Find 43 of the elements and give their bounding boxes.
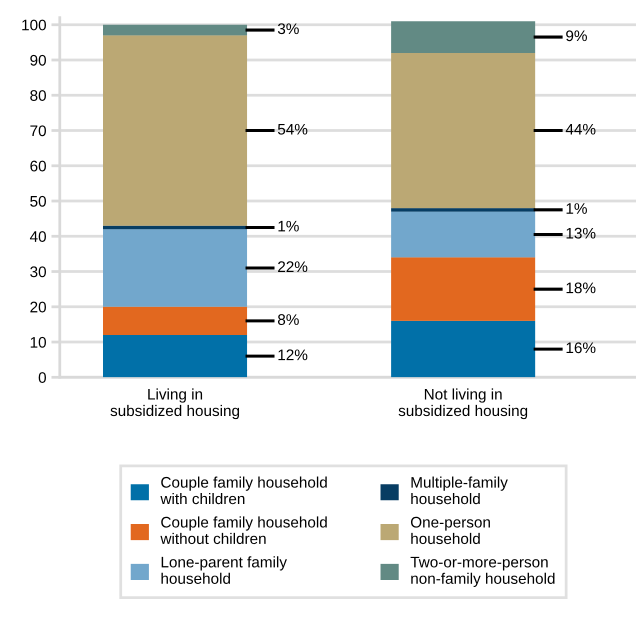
data-label: 16% — [566, 342, 596, 354]
y-tick-label: 80 — [30, 90, 46, 101]
y-tick-label: 100 — [22, 20, 46, 30]
data-label: 44% — [566, 124, 596, 135]
bar — [391, 52, 536, 208]
data-label: 1% — [566, 203, 587, 214]
y-tick-label: 70 — [30, 125, 46, 136]
data-label: 3% — [278, 23, 299, 34]
y-tick-label: 60 — [30, 160, 46, 172]
data-label: 54% — [278, 124, 308, 135]
legend-label: Couple family household without children — [160, 516, 327, 544]
legend-label: Lone-parent family household — [162, 556, 287, 584]
bar — [391, 257, 536, 321]
y-tick-label: 10 — [30, 336, 46, 348]
legend-label: Two-or-more-person non-family household — [410, 556, 554, 587]
y-tick-label: 40 — [30, 231, 46, 242]
data-label: 1% — [278, 220, 299, 232]
data-label: 9% — [566, 30, 587, 42]
legend-label: Multiple-family household — [411, 476, 508, 504]
y-tick-label: 0 — [38, 372, 46, 383]
data-label: 13% — [566, 228, 596, 239]
bar — [103, 35, 248, 226]
y-tick-label: 50 — [30, 196, 46, 207]
x-tick-label: Living in subsidized housing — [110, 388, 240, 420]
bar — [103, 334, 248, 378]
bar — [391, 21, 536, 53]
bar — [103, 229, 248, 307]
data-label: 8% — [278, 314, 299, 325]
bar — [391, 212, 536, 258]
bar — [103, 226, 248, 230]
bar — [103, 306, 248, 335]
y-tick-label: 90 — [30, 54, 46, 66]
data-label: 12% — [278, 349, 308, 360]
x-tick-label: Not living in subsidized housing — [398, 388, 528, 420]
legend-label: One-person household — [410, 516, 490, 544]
bar — [103, 24, 248, 36]
bar — [391, 320, 536, 378]
data-label: 22% — [278, 261, 308, 272]
bar — [391, 208, 536, 212]
data-label: 18% — [566, 282, 596, 294]
y-tick-label: 30 — [30, 266, 46, 278]
legend-label: Couple family household with children — [160, 476, 327, 504]
y-tick-label: 20 — [30, 302, 46, 312]
